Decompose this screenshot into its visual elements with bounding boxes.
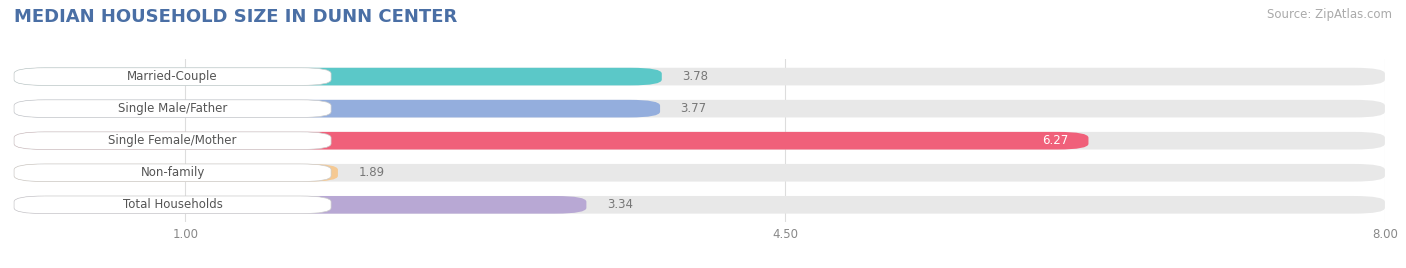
FancyBboxPatch shape: [14, 68, 1385, 85]
FancyBboxPatch shape: [14, 164, 330, 182]
Text: MEDIAN HOUSEHOLD SIZE IN DUNN CENTER: MEDIAN HOUSEHOLD SIZE IN DUNN CENTER: [14, 8, 457, 26]
FancyBboxPatch shape: [14, 196, 586, 214]
FancyBboxPatch shape: [14, 132, 1088, 150]
Text: Total Households: Total Households: [122, 198, 222, 211]
Text: Non-family: Non-family: [141, 166, 205, 179]
FancyBboxPatch shape: [14, 100, 659, 117]
FancyBboxPatch shape: [14, 68, 662, 85]
FancyBboxPatch shape: [14, 132, 330, 150]
Text: Single Male/Father: Single Male/Father: [118, 102, 228, 115]
Text: Source: ZipAtlas.com: Source: ZipAtlas.com: [1267, 8, 1392, 21]
FancyBboxPatch shape: [14, 132, 1385, 150]
Text: 3.78: 3.78: [682, 70, 709, 83]
Text: Single Female/Mother: Single Female/Mother: [108, 134, 236, 147]
Text: 1.89: 1.89: [359, 166, 385, 179]
FancyBboxPatch shape: [14, 100, 330, 117]
FancyBboxPatch shape: [14, 68, 330, 85]
Text: 6.27: 6.27: [1042, 134, 1069, 147]
FancyBboxPatch shape: [14, 164, 337, 182]
FancyBboxPatch shape: [14, 164, 1385, 182]
FancyBboxPatch shape: [14, 196, 330, 214]
Text: Married-Couple: Married-Couple: [128, 70, 218, 83]
Text: 3.77: 3.77: [681, 102, 707, 115]
Text: 3.34: 3.34: [607, 198, 633, 211]
FancyBboxPatch shape: [14, 100, 1385, 117]
FancyBboxPatch shape: [14, 196, 1385, 214]
